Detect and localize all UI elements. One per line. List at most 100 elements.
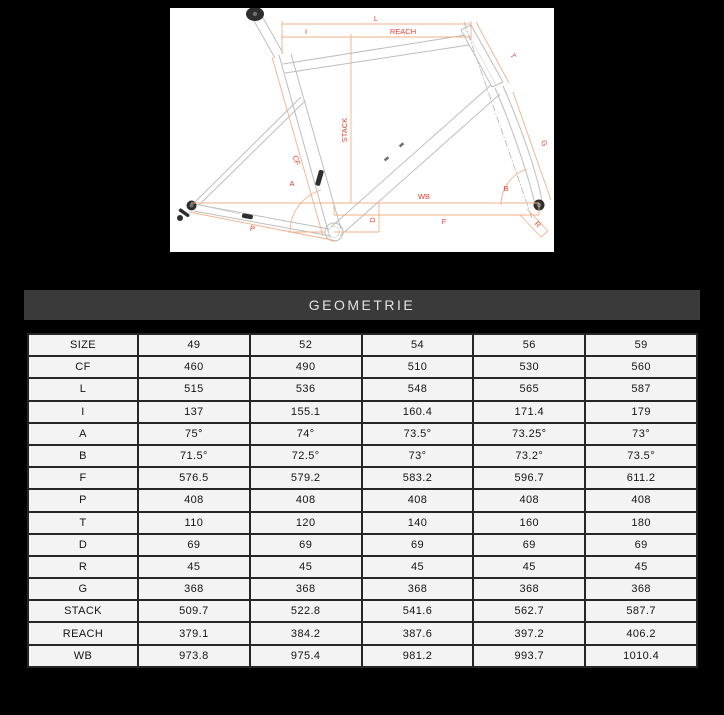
value-cell: 579.2	[248, 466, 363, 491]
table-row: SIZE 49 52 54 56 59	[27, 332, 698, 358]
geometry-section-header: GEOMETRIE	[24, 290, 700, 320]
value-cell: 59	[584, 332, 698, 358]
dimension-labels: L I REACH STACK CF A WB D F P T G B R	[249, 14, 549, 233]
geometry-table-body: SIZE 49 52 54 56 59 CF 460 490 510 530 560 L 515 536 54…	[27, 332, 698, 668]
value-cell: 171.4	[472, 399, 587, 424]
steering-axis-line	[463, 21, 533, 219]
value-cell: 54	[360, 332, 475, 358]
table-row: CF 460 490 510 530 560	[27, 355, 698, 380]
dim-label-reach: REACH	[390, 27, 416, 36]
bottle-boss	[383, 156, 390, 162]
value-cell: 460	[137, 355, 251, 380]
value-cell: 180	[584, 510, 698, 535]
dim-label-g: G	[539, 139, 549, 148]
value-cell: 408	[360, 488, 475, 513]
dim-label-i: I	[305, 27, 307, 36]
value-cell: 74°	[248, 421, 363, 446]
table-row: REACH 379.1 384.2 387.6 397.2 406.2	[27, 621, 698, 646]
value-cell: 975.4	[248, 643, 363, 668]
value-cell: 368	[137, 577, 251, 602]
table-row: P 408 408 408 408 408	[27, 488, 698, 513]
dim-label-cf: CF	[291, 154, 303, 166]
value-cell: 72.5°	[248, 443, 363, 469]
row-label-cell: D	[27, 532, 139, 557]
value-cell: 155.1	[248, 399, 363, 424]
value-cell: 69	[584, 532, 698, 557]
value-cell: 160	[472, 510, 587, 535]
dim-label-stack: STACK	[340, 118, 349, 142]
dim-label-r: R	[533, 219, 544, 230]
dim-label-wb: WB	[418, 192, 430, 201]
value-cell: 408	[472, 488, 587, 513]
value-cell: 73°	[360, 443, 475, 469]
row-label-cell: P	[27, 488, 139, 513]
value-cell: 368	[584, 577, 698, 602]
value-cell: 1010.4	[584, 643, 698, 668]
front-derailleur-mount	[315, 169, 324, 186]
row-label-cell: T	[27, 510, 139, 535]
table-row: G 368 368 368 368 368	[27, 577, 698, 602]
value-cell: 560	[584, 355, 698, 380]
value-cell: 45	[360, 554, 475, 580]
value-cell: 368	[472, 577, 587, 602]
value-cell: 52	[248, 332, 363, 358]
value-cell: 69	[137, 532, 251, 557]
row-label-cell: WB	[27, 643, 139, 668]
frame-tubes	[193, 8, 543, 242]
value-cell: 536	[248, 377, 363, 402]
value-cell: 69	[360, 532, 475, 557]
value-cell: 379.1	[137, 621, 251, 646]
frame-components	[177, 8, 545, 221]
dim-label-a: A	[289, 179, 294, 188]
table-row: R 45 45 45 45 45	[27, 554, 698, 580]
value-cell: 408	[248, 488, 363, 513]
value-cell: 587	[584, 377, 698, 402]
value-cell: 596.7	[472, 466, 587, 491]
value-cell: 408	[137, 488, 251, 513]
value-cell: 397.2	[472, 621, 587, 646]
value-cell: 515	[137, 377, 251, 402]
value-cell: 110	[137, 510, 251, 535]
axle-skewer	[241, 213, 253, 220]
value-cell: 509.7	[137, 599, 251, 624]
value-cell: 160.4	[360, 399, 475, 424]
value-cell: 56	[472, 332, 587, 358]
table-row: I 137 155.1 160.4 171.4 179	[27, 399, 698, 424]
value-cell: 583.2	[360, 466, 475, 491]
row-label-cell: I	[27, 399, 139, 424]
value-cell: 45	[137, 554, 251, 580]
table-row: B 71.5° 72.5° 73° 73.2° 73.5°	[27, 443, 698, 469]
table-row: STACK 509.7 522.8 541.6 562.7 587.7	[27, 599, 698, 624]
value-cell: 137	[137, 399, 251, 424]
value-cell: 530	[472, 355, 587, 380]
value-cell: 562.7	[472, 599, 587, 624]
value-cell: 73°	[584, 421, 698, 446]
value-cell: 140	[360, 510, 475, 535]
table-row: D 69 69 69 69 69	[27, 532, 698, 557]
row-label-cell: SIZE	[27, 332, 139, 358]
row-label-cell: F	[27, 466, 139, 491]
table-row: F 576.5 579.2 583.2 596.7 611.2	[27, 466, 698, 491]
value-cell: 510	[360, 355, 475, 380]
frame-geometry-diagram: L I REACH STACK CF A WB D F P T G B R	[170, 8, 554, 252]
dim-label-p: P	[249, 224, 256, 234]
value-cell: 179	[584, 399, 698, 424]
dim-label-d: D	[368, 217, 377, 223]
value-cell: 384.2	[248, 621, 363, 646]
value-cell: 73.25°	[472, 421, 587, 446]
value-cell: 71.5°	[137, 443, 251, 469]
value-cell: 120	[248, 510, 363, 535]
table-row: T 110 120 140 160 180	[27, 510, 698, 535]
value-cell: 587.7	[584, 599, 698, 624]
value-cell: 981.2	[360, 643, 475, 668]
table-row: WB 973.8 975.4 981.2 993.7 1010.4	[27, 643, 698, 668]
dim-label-t: T	[508, 52, 518, 61]
value-cell: 45	[584, 554, 698, 580]
row-label-cell: REACH	[27, 621, 139, 646]
value-cell: 69	[248, 532, 363, 557]
bike-frame-drawing: L I REACH STACK CF A WB D F P T G B R	[177, 8, 552, 242]
dim-label-b: B	[503, 184, 508, 193]
value-cell: 548	[360, 377, 475, 402]
value-cell: 73.5°	[360, 421, 475, 446]
